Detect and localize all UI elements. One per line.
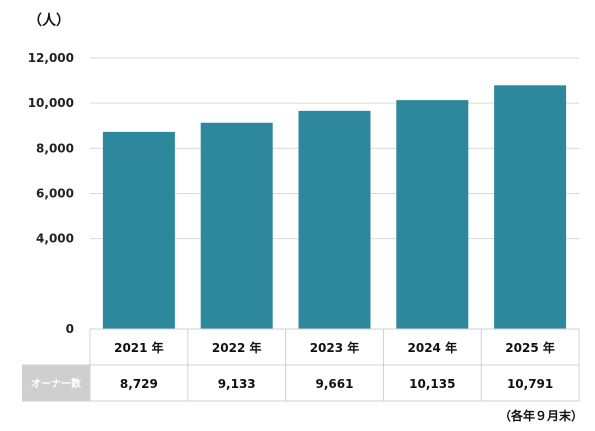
value-label: 10,135	[409, 377, 455, 391]
bars	[102, 85, 567, 329]
value-label: 8,729	[120, 377, 158, 391]
bar	[494, 85, 567, 329]
bar	[396, 100, 469, 329]
value-label: 9,133	[218, 377, 256, 391]
bar	[200, 122, 273, 329]
y-tick-label: 12,000	[28, 51, 74, 65]
y-tick-label: 4,000	[36, 232, 74, 246]
y-tick-label: 6,000	[36, 187, 74, 201]
category-label: 2024 年	[408, 340, 458, 355]
y-tick-label: 8,000	[36, 141, 74, 155]
value-label: 10,791	[507, 377, 553, 391]
row-header-cell	[22, 365, 90, 401]
y-axis-ticks: 0 4,000 6,000 8,000 10,000 12,000	[28, 51, 74, 336]
category-label: 2022 年	[212, 340, 262, 355]
footnote: （各年９月末）	[498, 409, 583, 423]
data-table: オーナー数 2021 年 8,729 2022 年 9,133 2023 年 9,661 20…	[22, 328, 580, 402]
unit-label: （人）	[28, 13, 70, 29]
category-label: 2021 年	[114, 340, 164, 355]
value-label: 9,661	[316, 377, 354, 391]
y-tick-label: 10,000	[28, 96, 74, 110]
category-label: 2025 年	[505, 340, 555, 355]
bar	[102, 131, 175, 329]
y-tick-label: 0	[66, 322, 74, 336]
category-label: 2023 年	[310, 340, 360, 355]
bar	[298, 110, 371, 329]
row-header-label: オーナー数	[31, 377, 82, 390]
